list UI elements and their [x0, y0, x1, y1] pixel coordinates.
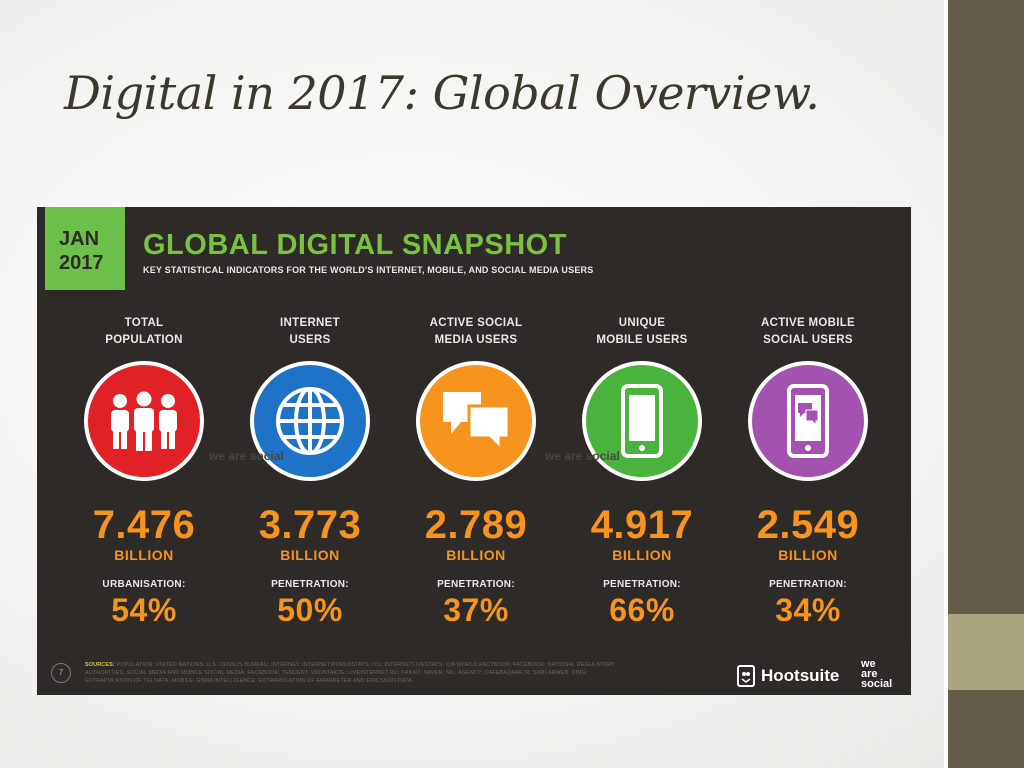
date-month: JAN: [59, 228, 100, 250]
stat-unit: BILLION: [114, 547, 174, 563]
infographic-subtitle: KEY STATISTICAL INDICATORS FOR THE WORLD…: [143, 265, 594, 275]
chat-bubbles-icon: [416, 361, 536, 481]
stat-value: 7.476: [92, 503, 196, 547]
hootsuite-logo: Hootsuite: [737, 663, 839, 689]
mobile-phone-icon: [582, 361, 702, 481]
stat-metric-label: URBANISATION:: [102, 579, 186, 590]
page-number: 7: [51, 663, 71, 683]
infographic-title: GLOBAL DIGITAL SNAPSHOT: [143, 229, 567, 261]
side-divider: [944, 0, 948, 768]
stat-label: INTERNET USERS: [280, 317, 340, 346]
stat-unit: BILLION: [280, 547, 340, 563]
stat-column-mobile: UNIQUE MOBILE USERS 4.917 BILLION PENETR…: [559, 315, 725, 629]
stat-metric-label: PENETRATION:: [437, 579, 515, 590]
watermark: we are social: [545, 449, 620, 463]
stat-metric-value: 50%: [277, 592, 343, 628]
stat-unit: BILLION: [446, 547, 506, 563]
infographic-footer: 7 SOURCES: POPULATION: UNITED NATIONS; U…: [37, 655, 911, 695]
stat-unit: BILLION: [612, 547, 672, 563]
owl-icon: [737, 665, 755, 687]
stat-label: ACTIVE MOBILE SOCIAL USERS: [761, 317, 855, 346]
stat-metric-label: PENETRATION:: [603, 579, 681, 590]
stat-metric-value: 66%: [609, 592, 675, 628]
stat-value: 4.917: [590, 503, 694, 547]
stat-metric-label: PENETRATION:: [769, 579, 847, 590]
people-icon: [84, 361, 204, 481]
stat-column-population: TOTAL POPULATION 7.476 BILLION URBANISAT…: [61, 315, 227, 629]
we-are-social-logo: we are social: [861, 658, 893, 690]
date-year: 2017: [59, 252, 104, 274]
slide-title: Digital in 2017: Global Overview.: [64, 66, 820, 120]
stat-column-internet: INTERNET USERS 3.773 BILLION PENETRATION…: [227, 315, 393, 629]
stat-unit: BILLION: [778, 547, 838, 563]
date-badge: JAN 2017: [45, 207, 125, 290]
sources-text: SOURCES: POPULATION: UNITED NATIONS; U.S…: [85, 662, 615, 684]
side-accent-block: [948, 614, 1024, 690]
globe-icon: [250, 361, 370, 481]
stat-metric-value: 34%: [775, 592, 841, 628]
stat-label: UNIQUE MOBILE USERS: [596, 317, 688, 346]
stat-value: 3.773: [258, 503, 362, 547]
mobile-chat-icon: [748, 361, 868, 481]
stat-metric-value: 37%: [443, 592, 509, 628]
stat-metric-label: PENETRATION:: [271, 579, 349, 590]
stat-value: 2.549: [756, 503, 860, 547]
stat-column-mobile-social: ACTIVE MOBILE SOCIAL USERS 2.549 BILLION…: [725, 315, 891, 629]
stat-metric-value: 54%: [111, 592, 177, 628]
watermark: we are social: [209, 449, 284, 463]
stat-label: ACTIVE SOCIAL MEDIA USERS: [429, 317, 523, 346]
infographic-panel: JAN 2017 GLOBAL DIGITAL SNAPSHOT KEY STA…: [37, 207, 911, 695]
hootsuite-name: Hootsuite: [761, 666, 840, 685]
stat-value: 2.789: [424, 503, 528, 547]
stat-column-social: ACTIVE SOCIAL MEDIA USERS 2.789 BILLION …: [393, 315, 559, 629]
stat-label: TOTAL POPULATION: [105, 317, 183, 346]
